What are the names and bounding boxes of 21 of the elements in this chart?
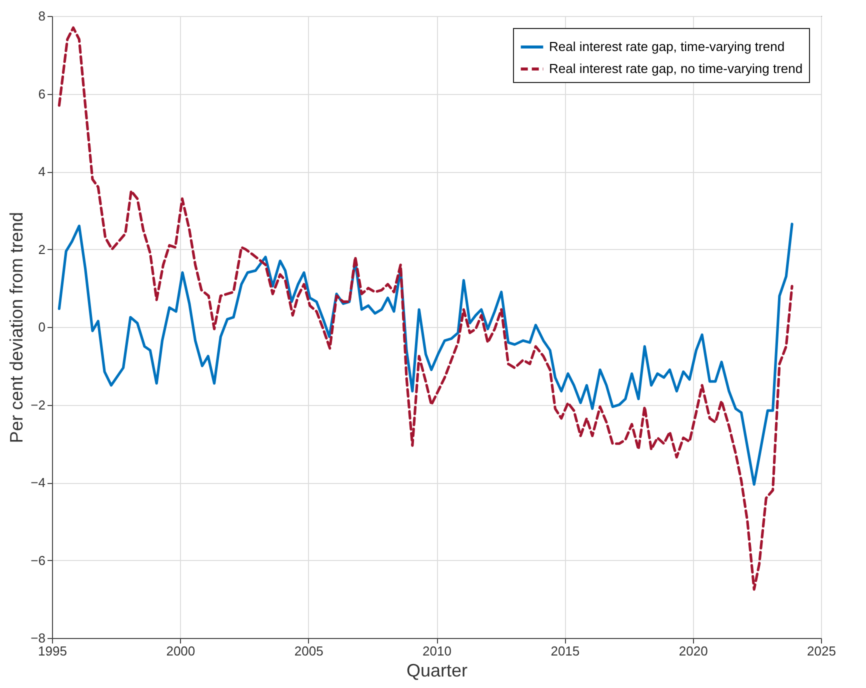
x-tick-label: 2005	[294, 644, 324, 658]
y-tick-label: −8	[30, 630, 46, 646]
line-series	[58, 222, 794, 486]
y-axis-title: Per cent deviation from trend	[6, 212, 27, 444]
y-tick-label: 8	[38, 8, 46, 24]
x-tick-label: 2020	[678, 644, 708, 658]
x-tick-label: 2000	[166, 644, 196, 658]
legend-label: Real interest rate gap, time-varying trend	[549, 39, 785, 54]
x-axis-title: Quarter	[406, 660, 468, 680]
x-tick-label: 2015	[550, 644, 580, 658]
x-tick-label: 2025	[807, 644, 836, 658]
x-tick-label: 1995	[38, 644, 67, 658]
y-tick-label: 6	[38, 86, 46, 102]
y-tick-label: −4	[30, 475, 46, 490]
y-tick-label: −6	[30, 552, 46, 568]
x-tick-label: 2010	[422, 644, 452, 658]
y-tick-label: 2	[38, 242, 46, 257]
y-tick-label: −2	[30, 397, 46, 412]
y-tick-label: 0	[38, 320, 46, 334]
y-tick-label: 4	[38, 164, 46, 179]
legend-label: Real interest rate gap, no time-varying trend	[549, 61, 803, 76]
